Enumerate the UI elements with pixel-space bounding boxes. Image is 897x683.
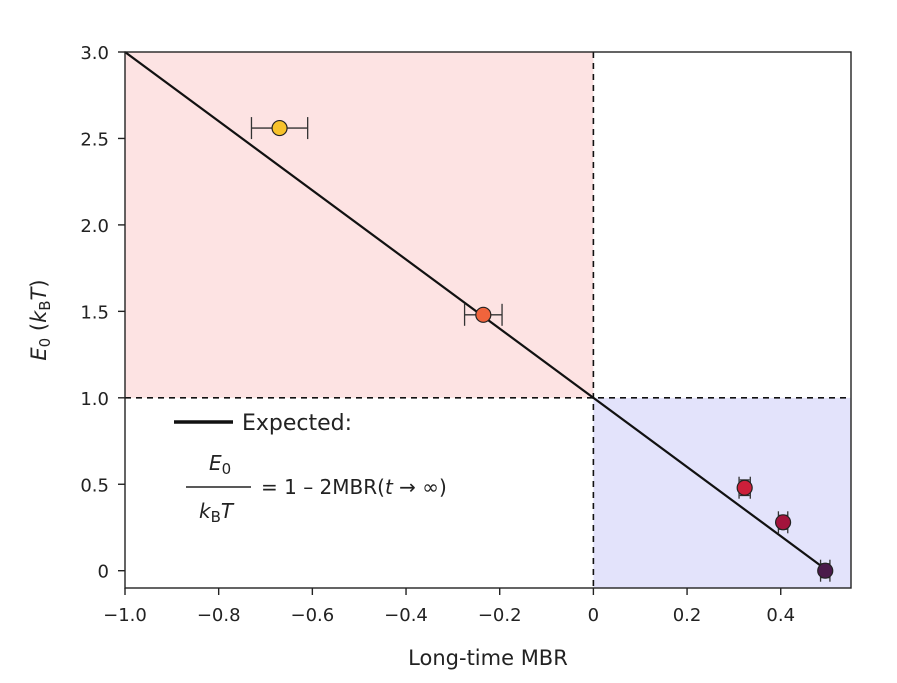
y-axis-title-close: ) bbox=[27, 279, 51, 287]
x-tick-label: −0.6 bbox=[290, 605, 334, 626]
legend: Expected: E0 kBT = 1 – 2MBR(t → ∞) bbox=[174, 411, 447, 526]
x-tick-label: −0.8 bbox=[197, 605, 241, 626]
data-point-group-5 bbox=[817, 559, 834, 582]
x-tick-label: 0 bbox=[588, 605, 599, 626]
data-point-3 bbox=[736, 479, 753, 496]
data-point-group-4 bbox=[774, 511, 792, 534]
x-tick-label: −0.4 bbox=[384, 605, 428, 626]
x-tick-label: −1.0 bbox=[103, 605, 147, 626]
plot-frame bbox=[124, 51, 852, 589]
equation-numerator: E0 bbox=[209, 451, 231, 478]
y-tick-label: 3.0 bbox=[80, 43, 109, 64]
y-axis-title-k-sub: B bbox=[36, 300, 54, 310]
y-axis-title-e-sub: 0 bbox=[36, 338, 54, 348]
equation-denominator: kBT bbox=[199, 499, 235, 526]
x-tick-label: −0.2 bbox=[478, 605, 522, 626]
y-axis-title-k: k bbox=[27, 310, 51, 323]
data-point-group-1 bbox=[250, 117, 309, 140]
y-tick-label: 2.5 bbox=[80, 129, 109, 150]
data-points bbox=[250, 117, 834, 582]
y-axis-title-t: T bbox=[27, 285, 51, 300]
data-point-5 bbox=[817, 562, 834, 579]
y-tick-label: 1.0 bbox=[80, 389, 109, 410]
y-tick-label: 0 bbox=[98, 562, 109, 583]
y-axis-title-open: ( bbox=[27, 323, 51, 338]
y-axis-title: E0 (kBT) bbox=[27, 279, 54, 360]
legend-label: Expected: bbox=[242, 411, 352, 436]
y-tick-label: 1.5 bbox=[80, 302, 109, 323]
x-tick-label: 0.2 bbox=[673, 605, 702, 626]
y-axis-ticks: 0 0.5 1.0 1.5 2.0 2.5 3.0 bbox=[80, 43, 125, 583]
data-point-4 bbox=[774, 514, 792, 531]
data-point-2 bbox=[475, 306, 492, 323]
data-point-1 bbox=[271, 119, 288, 137]
y-axis-title-e: E bbox=[27, 347, 51, 361]
x-axis-title: Long-time MBR bbox=[408, 646, 568, 670]
x-axis-ticks: −1.0 −0.8 −0.6 −0.4 −0.2 0 0.2 0.4 bbox=[103, 588, 795, 626]
y-tick-label: 0.5 bbox=[80, 475, 109, 496]
data-point-group-2 bbox=[463, 303, 503, 326]
reference-lines bbox=[125, 52, 851, 588]
y-tick-label: 2.0 bbox=[80, 216, 109, 237]
x-tick-label: 0.4 bbox=[766, 605, 795, 626]
data-point-group-3 bbox=[736, 476, 753, 499]
equation-rhs: = 1 – 2MBR(t → ∞) bbox=[261, 475, 447, 499]
